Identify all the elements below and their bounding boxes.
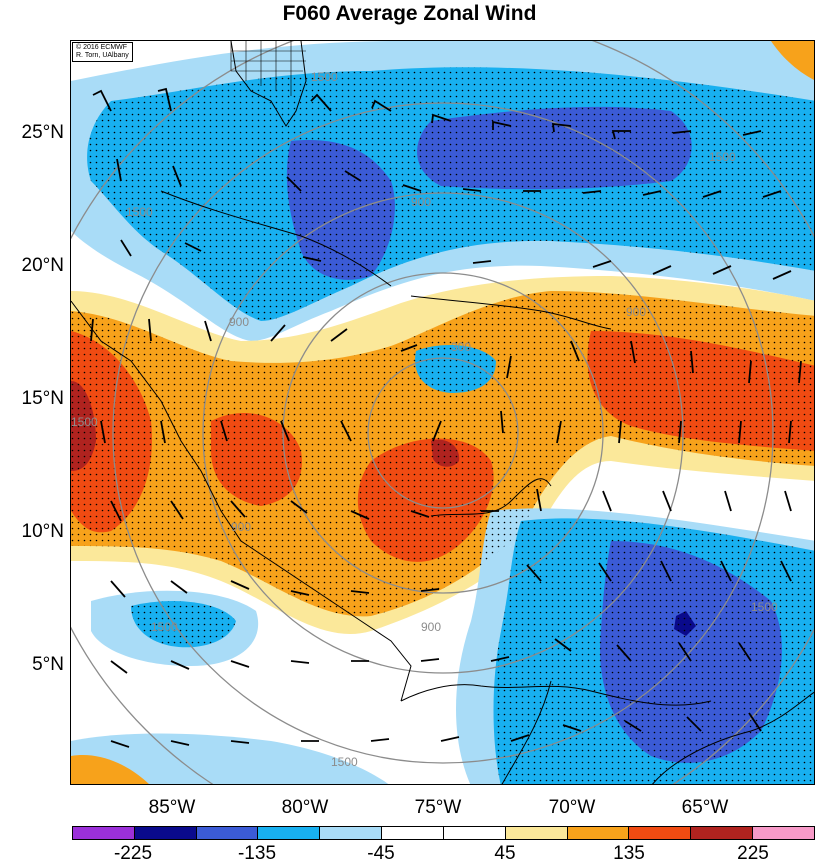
contour-label: 1500 <box>331 755 358 769</box>
stipple-north <box>87 67 814 321</box>
stipple-central <box>71 291 814 617</box>
colorbar-swatch <box>567 827 630 839</box>
contour-label: 900 <box>411 195 431 209</box>
contour-label: 1500 <box>751 600 778 614</box>
contour-label: 1500 <box>151 620 178 634</box>
chart-title: F060 Average Zonal Wind <box>282 2 537 25</box>
shade-lightblue-sw <box>71 733 389 784</box>
wind-barbs <box>90 87 802 748</box>
lat-label: 15°N <box>21 388 64 409</box>
contour-label: 900 <box>229 315 249 329</box>
lat-label: 20°N <box>21 255 64 276</box>
shade-orange-ne <box>771 41 814 80</box>
colorbar-swatch <box>73 827 135 839</box>
shade-orange-sw <box>71 755 149 784</box>
colorbar-swatch <box>753 827 814 839</box>
lon-label: 75°W <box>414 797 462 818</box>
contour-label-group: 1500 300 900 1500 900 900 1500 1500 900 … <box>71 70 778 769</box>
lon-label: 65°W <box>681 797 729 818</box>
colorbar-swatch <box>196 827 259 839</box>
height-contours <box>71 41 814 784</box>
contour-label: 1500 <box>71 415 98 429</box>
colorbar-label: -135 <box>237 843 277 864</box>
credit-line-2: R. Torn, UAlbany <box>76 52 129 59</box>
contour-label: 900 <box>421 620 441 634</box>
contour-label: 1500 <box>709 150 736 164</box>
colorbar-label: -225 <box>113 843 153 864</box>
lon-label: 85°W <box>148 797 196 818</box>
colorbar-label: -45 <box>367 843 395 864</box>
lon-label: 80°W <box>281 797 329 818</box>
coastlines <box>71 41 814 784</box>
map-panel: 1500 300 900 1500 900 900 1500 1500 900 … <box>70 40 815 785</box>
stipple-south <box>493 518 814 784</box>
stipple-south-west <box>131 601 236 648</box>
wind-map: 1500 300 900 1500 900 900 1500 1500 900 … <box>71 41 814 784</box>
credit-line-1: © 2016 ECMWF <box>76 44 128 51</box>
contour-label: 900 <box>626 305 646 319</box>
colorbar-swatch <box>505 827 568 839</box>
colorbar-swatch <box>134 827 197 839</box>
contour-label: 900 <box>231 520 251 534</box>
colorbar-label: 135 <box>613 843 645 864</box>
colorbar-swatch <box>691 827 754 839</box>
colorbar-swatch <box>629 827 692 839</box>
lat-label: 25°N <box>21 122 64 143</box>
credit-box: © 2016 ECMWF R. Torn, UAlbany <box>72 42 133 62</box>
colorbar-swatch <box>320 827 383 839</box>
colorbar-swatch <box>382 827 444 839</box>
contour-label: 1500 <box>126 205 153 219</box>
lon-label: 70°W <box>548 797 596 818</box>
colorbar-label: 45 <box>494 843 516 864</box>
state-borders <box>230 41 306 96</box>
lat-label: 10°N <box>21 521 64 542</box>
colorbar-label: 225 <box>737 843 769 864</box>
contour-label: 1500 <box>311 70 338 84</box>
colorbar-swatch <box>258 827 321 839</box>
lat-label: 5°N <box>32 654 64 675</box>
colorbar-swatch <box>443 827 506 839</box>
contour-label: 300 <box>451 340 471 354</box>
colorbar <box>72 826 815 840</box>
